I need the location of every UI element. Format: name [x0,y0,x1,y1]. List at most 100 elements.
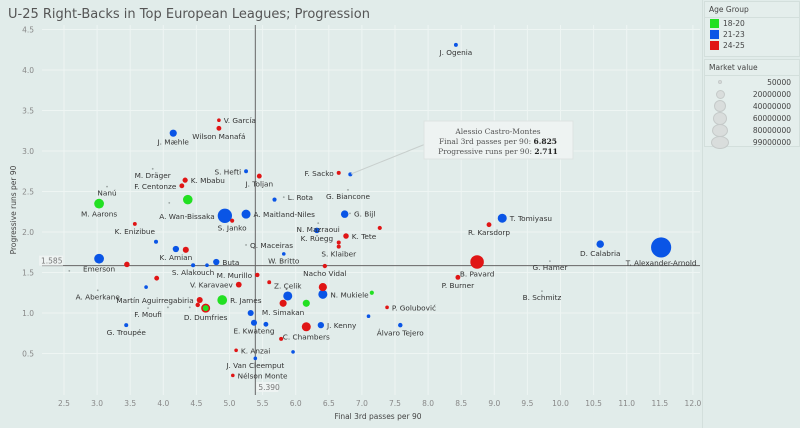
data-point[interactable] [188,306,191,309]
data-point[interactable] [301,322,311,332]
data-point[interactable] [549,260,551,263]
data-label: F. Moufi [134,310,162,319]
data-point[interactable] [253,356,258,361]
data-point[interactable] [230,218,235,223]
data-label: P. Golubović [392,303,436,312]
data-point[interactable] [263,321,269,327]
data-point[interactable] [497,213,507,223]
data-point[interactable] [151,167,154,170]
data-point[interactable] [282,196,285,199]
mv-item: 40000000 [705,100,799,112]
data-point[interactable] [213,258,220,266]
data-point[interactable] [124,261,130,268]
data-point[interactable] [241,209,251,219]
data-point[interactable] [336,170,341,175]
data-point[interactable] [279,336,284,341]
data-point[interactable] [340,210,349,218]
data-point[interactable] [94,198,104,209]
data-label: G. Biancone [326,192,371,201]
data-point[interactable] [216,125,222,131]
data-point[interactable] [182,177,188,183]
data-point[interactable] [455,274,461,280]
data-point[interactable] [183,194,193,205]
data-point[interactable] [336,240,341,245]
data-point[interactable] [318,283,327,292]
data-point[interactable] [217,295,228,305]
data-point[interactable] [302,299,310,307]
data-point[interactable] [541,290,543,293]
legend-item-21-23[interactable]: 21-23 [705,29,799,40]
data-label: M. Dräger [135,171,171,180]
data-point[interactable] [317,322,325,329]
data-point[interactable] [201,303,211,313]
y-reference-label-bg [39,255,63,266]
data-point[interactable] [343,233,349,239]
data-point[interactable] [322,263,328,269]
data-point[interactable] [255,272,260,278]
data-point[interactable] [366,314,371,319]
data-point[interactable] [317,222,320,224]
data-point[interactable] [179,183,185,189]
data-point[interactable] [245,244,247,246]
data-point[interactable] [336,244,341,249]
data-point[interactable] [377,225,382,231]
data-label: L. Rota [288,193,313,202]
data-point[interactable] [453,42,458,47]
data-label: S. Hefti [215,167,242,176]
data-point[interactable] [217,118,221,123]
data-point[interactable] [217,208,233,223]
data-point[interactable] [256,173,262,179]
data-point[interactable] [291,350,295,354]
data-point[interactable] [369,290,374,295]
data-point[interactable] [124,323,129,328]
data-point[interactable] [283,291,293,301]
data-label: Z. Çelik [274,281,302,290]
data-point[interactable] [596,240,604,248]
data-point[interactable] [235,281,242,288]
plot-area [42,25,700,395]
data-point[interactable] [96,289,99,292]
data-point[interactable] [247,309,254,317]
data-point[interactable] [651,237,672,258]
data-point[interactable] [348,172,353,177]
data-point[interactable] [267,280,272,285]
data-point[interactable] [167,306,169,309]
data-point[interactable] [106,185,108,188]
data-point[interactable] [244,169,249,174]
data-point[interactable] [231,373,235,378]
data-point[interactable] [94,253,104,264]
x-tick-label: 3.5 [124,399,136,408]
data-point[interactable] [132,221,137,226]
data-point[interactable] [486,222,492,228]
data-point[interactable] [250,319,258,326]
data-point[interactable] [168,201,171,204]
reference-lines: 5.390 1.585 [39,25,700,395]
data-point[interactable] [385,305,389,310]
data-point[interactable] [147,307,149,310]
data-point[interactable] [347,188,349,191]
legend-item-24-25[interactable]: 24-25 [705,40,799,51]
data-point[interactable] [279,299,287,307]
data-point[interactable] [234,348,238,353]
data-point[interactable] [172,245,180,253]
data-point[interactable] [191,263,196,268]
data-point[interactable] [272,197,277,202]
data-point[interactable] [154,239,159,244]
data-point[interactable] [314,227,320,234]
data-point[interactable] [196,297,203,304]
data-point[interactable] [154,275,160,281]
data-point[interactable] [68,269,71,272]
data-point[interactable] [470,255,484,269]
data-point[interactable] [144,285,148,289]
data-point[interactable] [398,322,403,328]
data-point[interactable] [195,302,200,308]
data-point[interactable] [182,246,189,253]
y-tick-label: 3.5 [22,107,34,116]
legend-item-18-20[interactable]: 18-20 [705,18,799,29]
x-tick-label: 8.5 [455,399,467,408]
data-point[interactable] [318,289,328,299]
data-point[interactable] [349,212,351,215]
data-point[interactable] [205,263,209,268]
data-point[interactable] [281,252,286,256]
data-point[interactable] [169,129,177,137]
